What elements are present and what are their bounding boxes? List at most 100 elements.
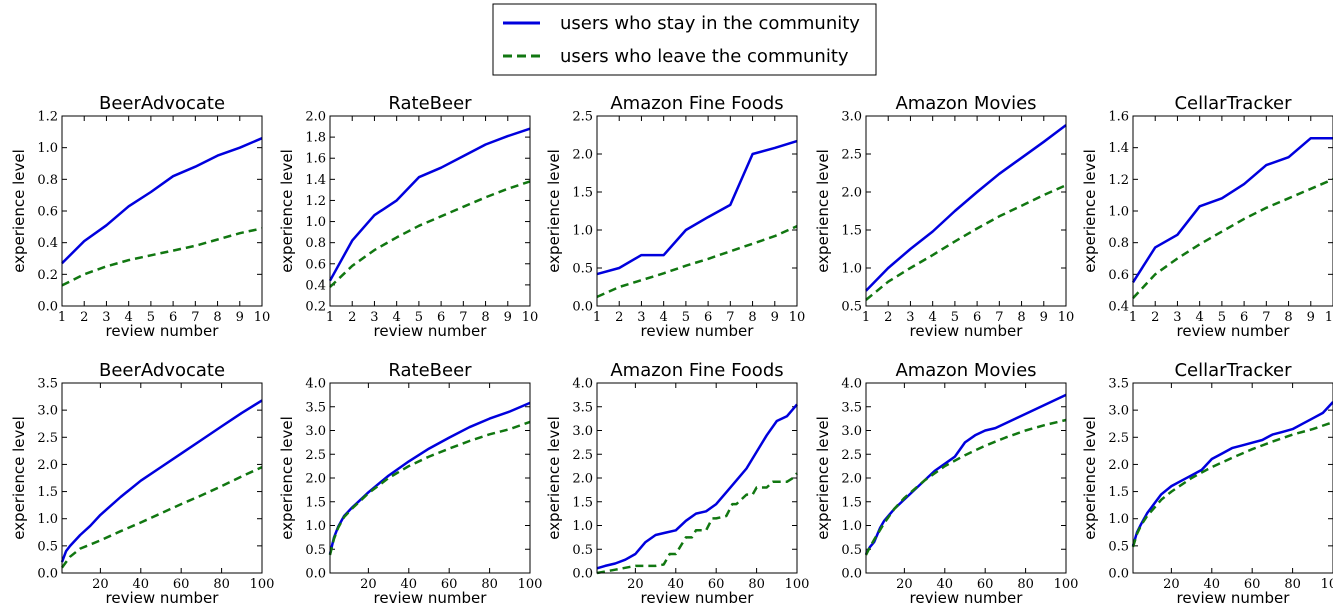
legend-leave-label: users who leave the community	[560, 46, 849, 67]
x-axis-label: review number	[641, 589, 755, 607]
y-tick-label: 2.0	[572, 472, 593, 487]
plot-frame	[329, 115, 531, 307]
x-tick-label: 5	[951, 310, 959, 325]
series-line-leave	[864, 418, 1067, 556]
x-tick-label: 80	[748, 577, 765, 592]
y-tick-label: 4.0	[572, 377, 593, 392]
y-tick-label: 1.4	[1108, 141, 1129, 156]
y-tick-label: 1.0	[1108, 205, 1129, 220]
y-axis-label: experience level	[545, 416, 563, 540]
x-tick-label: 10	[1058, 310, 1075, 325]
x-tick-label: 5	[1218, 310, 1226, 325]
x-tick-label: 2	[1151, 310, 1159, 325]
y-tick-label: 2.0	[572, 148, 593, 163]
plot-frame	[1132, 115, 1333, 307]
x-axis-label: review number	[106, 589, 220, 607]
x-tick-label: 40	[668, 577, 685, 592]
x-tick-label: 6	[704, 310, 712, 325]
chart-panel: Amazon Movies 0.0 0.5 1.0 1.5 2.0 2.5 3.0 3.5 4.0…	[814, 360, 1078, 607]
y-tick-label: 0.5	[37, 539, 58, 554]
y-tick-label: 0.0	[37, 567, 58, 582]
x-tick-label: 8	[481, 310, 489, 325]
y-tick-label: 3.5	[37, 377, 58, 392]
y-tick-label: 0.4	[37, 236, 58, 251]
y-tick-label: 0.0	[572, 300, 593, 315]
y-tick-label: 0.8	[305, 236, 326, 251]
y-tick-label: 1.0	[572, 519, 593, 534]
y-tick-label: 2.5	[1108, 431, 1129, 446]
series-line-stay	[865, 124, 1067, 292]
x-tick-label: 6	[169, 310, 177, 325]
x-tick-label: 2	[615, 310, 623, 325]
legend: users who stay in the community users wh…	[492, 3, 877, 76]
y-tick-label: 0.0	[572, 567, 593, 582]
y-tick-label: 1.0	[572, 224, 593, 239]
y-tick-label: 1.5	[572, 186, 593, 201]
x-tick-label: 9	[1307, 310, 1315, 325]
y-tick-label: 1.6	[1108, 110, 1129, 125]
y-tick-label: 1.0	[37, 141, 58, 156]
y-tick-label: 2.5	[572, 110, 593, 125]
x-tick-label: 10	[254, 310, 271, 325]
x-tick-label: 8	[748, 310, 756, 325]
x-tick-label: 60	[1244, 577, 1261, 592]
x-tick-label: 7	[726, 310, 734, 325]
y-tick-label: 2.5	[572, 448, 593, 463]
x-tick-label: 60	[977, 577, 994, 592]
series-line-leave	[60, 465, 263, 569]
series-line-leave	[1132, 178, 1333, 299]
series-line-leave	[328, 420, 531, 556]
chart-panel: Amazon Fine Foods 0.0 0.5 1.0 1.5 2.0 2.5 3.0 3.…	[545, 360, 809, 607]
y-tick-label: 1.0	[37, 512, 58, 527]
y-tick-label: 0.5	[841, 543, 862, 558]
x-tick-label: 4	[929, 310, 937, 325]
x-tick-label: 40	[133, 577, 150, 592]
y-tick-label: 2.0	[841, 472, 862, 487]
chart-panel: Amazon Fine Foods 0.0 0.5 1.0 1.5 2.0 2.5 1 2 3 4 5…	[545, 93, 805, 340]
y-axis-label: experience level	[814, 149, 832, 273]
y-tick-label: 3.5	[305, 400, 326, 415]
x-tick-label: 10	[789, 310, 806, 325]
series-line-leave	[865, 184, 1067, 301]
x-tick-label: 3	[637, 310, 645, 325]
x-tick-label: 4	[1196, 310, 1204, 325]
x-tick-label: 20	[360, 577, 377, 592]
y-axis-label: experience level	[1081, 149, 1099, 273]
x-tick-label: 20	[1163, 577, 1180, 592]
y-tick-label: 0.2	[305, 300, 326, 315]
y-tick-label: 0.5	[305, 543, 326, 558]
plot-frame	[1132, 382, 1333, 574]
x-tick-label: 1	[58, 310, 66, 325]
y-tick-label: 2.5	[37, 431, 58, 446]
x-tick-label: 3	[102, 310, 110, 325]
y-tick-label: 1.2	[305, 194, 326, 209]
y-axis-label: experience level	[1081, 416, 1099, 540]
y-tick-label: 0.5	[841, 300, 862, 315]
series-line-stay	[1131, 401, 1333, 547]
series-line-stay	[596, 139, 798, 276]
x-tick-label: 2	[348, 310, 356, 325]
chart-panel: CellarTracker 0.0 0.5 1.0 1.5 2.0 2.5 3.0 3.5 20 4…	[1081, 360, 1333, 607]
x-tick-label: 2	[80, 310, 88, 325]
x-tick-label: 5	[682, 310, 690, 325]
chart-title: Amazon Fine Foods	[610, 360, 783, 381]
x-tick-label: 6	[973, 310, 981, 325]
x-tick-label: 10	[522, 310, 539, 325]
y-tick-label: 2.0	[305, 110, 326, 125]
y-tick-label: 2.5	[841, 448, 862, 463]
chart-title: Amazon Movies	[895, 93, 1036, 114]
x-tick-label: 80	[481, 577, 498, 592]
x-tick-label: 40	[1204, 577, 1221, 592]
chart-panel: RateBeer 0.0 0.5 1.0 1.5 2.0 2.5 3.0 3.5 4.0 20 40 6…	[278, 360, 542, 607]
y-axis-label: experience level	[278, 149, 296, 273]
y-tick-label: 0.6	[1108, 268, 1129, 283]
y-tick-label: 1.0	[305, 519, 326, 534]
x-tick-label: 4	[393, 310, 401, 325]
chart-panel: RateBeer 0.2 0.4 0.6 0.8 1.0 1.2 1.4 1.6 1.8 2.0 1 2…	[278, 93, 538, 340]
y-tick-label: 1.0	[305, 215, 326, 230]
y-tick-label: 4.0	[841, 377, 862, 392]
chart-title: RateBeer	[388, 360, 472, 381]
series-line-stay	[1131, 136, 1333, 283]
x-tick-label: 5	[147, 310, 155, 325]
